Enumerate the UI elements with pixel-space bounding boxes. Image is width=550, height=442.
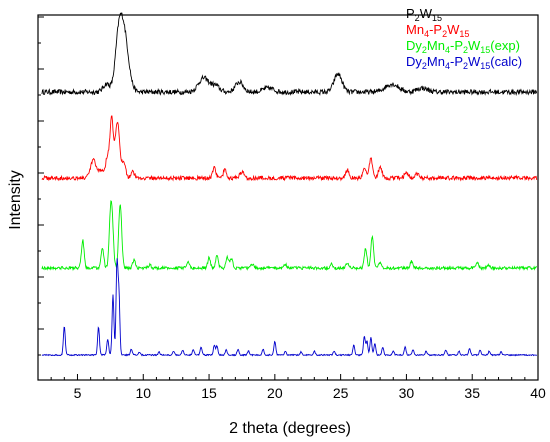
- y-axis-ticks: [38, 16, 44, 356]
- legend-entry: Mn4-P2W15: [406, 22, 469, 39]
- series-line: [41, 258, 538, 357]
- series-line: [41, 115, 538, 182]
- x-tick-label: 20: [267, 385, 283, 401]
- x-tick-label: 35: [464, 385, 480, 401]
- x-tick-label: 40: [530, 385, 546, 401]
- x-tick-label: 30: [399, 385, 415, 401]
- legend-entry: Dy2Mn4-P2W15(calc): [406, 54, 522, 71]
- series-layer: [41, 12, 538, 357]
- legend-entry: Dy2Mn4-P2W15(exp): [406, 38, 520, 55]
- legend: P2W15Mn4-P2W15Dy2Mn4-P2W15(exp)Dy2Mn4-P2…: [406, 6, 522, 71]
- x-axis-title: 2 theta (degrees): [229, 420, 351, 437]
- legend-entry: P2W15: [406, 6, 442, 23]
- x-tick-label: 15: [201, 385, 217, 401]
- y-axis-title: Intensity: [7, 170, 24, 230]
- x-tick-label: 10: [135, 385, 151, 401]
- x-tick-label: 25: [333, 385, 349, 401]
- x-axis-ticks: 5 10 15 20 25 30 35 40: [50, 374, 546, 401]
- x-tick-label: 5: [74, 385, 82, 401]
- series-line: [41, 200, 537, 272]
- series-line: [41, 12, 538, 96]
